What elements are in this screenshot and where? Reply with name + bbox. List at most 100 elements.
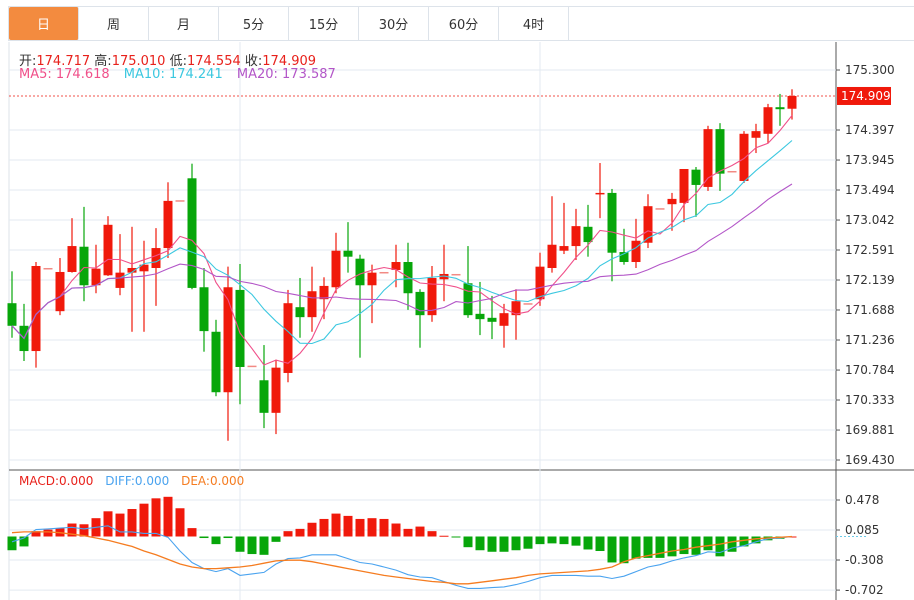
macd-bar xyxy=(283,531,293,537)
macd-tick-label: -0.702 xyxy=(845,583,884,597)
candle xyxy=(607,188,617,282)
dea-line xyxy=(11,531,793,585)
ma5-value: MA5: 174.618 xyxy=(19,67,110,82)
price-tick-label: 172.139 xyxy=(845,273,895,287)
macd-bar xyxy=(475,536,485,551)
candle-body xyxy=(187,178,197,288)
period-tabs: 日 周 月 5分 15分 30分 60分 4时 xyxy=(8,6,914,41)
candle xyxy=(43,267,53,270)
candle-body xyxy=(703,129,713,187)
tab-day[interactable]: 日 xyxy=(9,7,79,40)
candle xyxy=(307,266,317,332)
macd-bar xyxy=(427,531,437,537)
macd-bar xyxy=(331,513,341,537)
macd-bar xyxy=(187,528,197,537)
macd-value: MACD:0.000 xyxy=(19,474,94,488)
tab-30min[interactable]: 30分 xyxy=(359,7,429,40)
candle xyxy=(763,103,773,144)
candle xyxy=(451,273,461,276)
candle-body xyxy=(283,303,293,373)
ma20-value: MA20: 173.587 xyxy=(236,67,336,82)
tab-60min[interactable]: 60分 xyxy=(429,7,499,40)
candle xyxy=(631,218,641,268)
candle xyxy=(271,359,281,435)
candle-body xyxy=(643,206,653,243)
candle-body xyxy=(391,262,401,270)
candle-body xyxy=(559,246,569,251)
candle-body xyxy=(355,258,365,286)
candle xyxy=(355,254,365,358)
candle xyxy=(391,244,401,288)
macd-bar xyxy=(655,536,665,558)
candle-body xyxy=(547,244,557,268)
price-axis: 175.300 174.397 173.945 173.494 173.042 172.5… xyxy=(836,63,895,597)
candle xyxy=(559,202,569,255)
candle xyxy=(547,196,557,273)
last-price-marker xyxy=(837,86,891,105)
macd-bar xyxy=(259,536,269,555)
candle-body xyxy=(259,380,269,413)
price-tick-label: 170.784 xyxy=(845,363,895,377)
macd-bar xyxy=(79,524,89,537)
candle-body xyxy=(607,192,617,253)
candle-body xyxy=(55,271,65,312)
tab-week[interactable]: 周 xyxy=(79,7,149,40)
candle xyxy=(127,226,137,332)
macd-bar xyxy=(7,536,17,551)
candle xyxy=(151,228,161,306)
macd-bar xyxy=(31,531,41,537)
candle xyxy=(583,204,593,257)
macd-bar xyxy=(139,503,149,537)
price-tick-label: 175.300 xyxy=(845,63,895,77)
tab-5min[interactable]: 5分 xyxy=(219,7,289,40)
macd-bar xyxy=(103,511,113,537)
candle-body xyxy=(775,107,785,110)
candle-body xyxy=(751,131,761,138)
candle-body xyxy=(115,272,125,288)
candle-body xyxy=(139,264,149,272)
candle-body xyxy=(595,192,605,195)
candle xyxy=(223,266,233,441)
candle xyxy=(775,93,785,126)
macd-bar xyxy=(379,518,389,537)
candle-body xyxy=(511,301,521,316)
price-tick-label: 171.688 xyxy=(845,303,895,317)
last-price-label: 174.909 xyxy=(841,89,891,103)
macd-bar xyxy=(43,529,53,537)
candle xyxy=(283,289,293,383)
macd-bar xyxy=(679,536,689,555)
candle-body xyxy=(571,226,581,247)
ma-lines xyxy=(11,115,793,366)
candle xyxy=(787,89,797,120)
tab-4hour[interactable]: 4时 xyxy=(499,7,569,40)
candle-body xyxy=(427,277,437,316)
macd-info: MACD:0.000 DIFF:0.000 DEA:0.000 xyxy=(19,474,244,488)
candle-body xyxy=(523,303,533,305)
candle xyxy=(727,170,737,173)
candle-body xyxy=(715,129,725,174)
candle-body xyxy=(271,367,281,413)
candle-body xyxy=(211,331,221,393)
tab-month[interactable]: 月 xyxy=(149,7,219,40)
macd-bar xyxy=(247,536,257,555)
macd-tick-label: -0.308 xyxy=(845,553,884,567)
macd-bar xyxy=(355,518,365,537)
candle xyxy=(655,208,665,210)
macd-bar xyxy=(643,536,653,558)
macd-bar xyxy=(463,536,473,548)
candle-body xyxy=(403,262,413,294)
price-tick-label: 174.397 xyxy=(845,123,895,137)
candle-body xyxy=(439,273,449,280)
candle xyxy=(679,168,689,223)
macd-bar xyxy=(235,536,245,552)
open-value: 174.717 xyxy=(36,54,91,69)
price-tick-label: 173.042 xyxy=(845,213,895,227)
candle-body xyxy=(451,273,461,276)
macd-bar xyxy=(319,518,329,537)
candle-body xyxy=(691,169,701,185)
candle-body xyxy=(91,268,101,286)
candle xyxy=(103,216,113,276)
tab-15min[interactable]: 15分 xyxy=(289,7,359,40)
price-tick-label: 172.591 xyxy=(845,243,895,257)
